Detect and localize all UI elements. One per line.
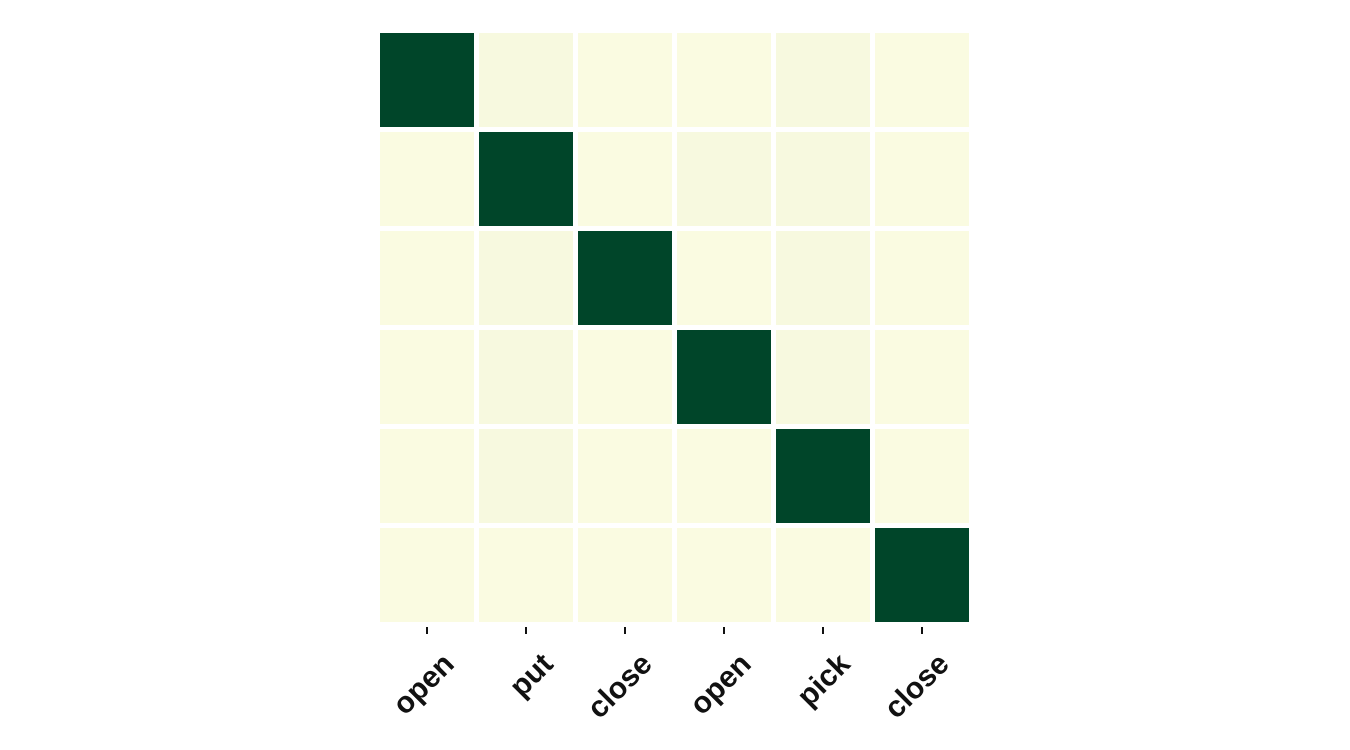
x-tick-label-1: put: [503, 647, 559, 703]
heatmap-cell-r5-c0: [380, 528, 474, 622]
heatmap-cell-r3-c4: [776, 330, 870, 424]
heatmap-cell-r1-c2: [578, 132, 672, 226]
heatmap-cell-r1-c4: [776, 132, 870, 226]
heatmap-cell-r2-c0: [380, 231, 474, 325]
heatmap-cell-r4-c0: [380, 429, 474, 523]
heatmap-cell-r0-c0: [380, 33, 474, 127]
heatmap-cell-r3-c1: [479, 330, 573, 424]
heatmap-cell-r0-c1: [479, 33, 573, 127]
heatmap-cell-r1-c3: [677, 132, 771, 226]
heatmap-cell-r0-c4: [776, 33, 870, 127]
x-tick-label-5: close: [878, 647, 956, 725]
heatmap-cell-r0-c2: [578, 33, 672, 127]
heatmap-cell-r2-c1: [479, 231, 573, 325]
heatmap-cell-r4-c1: [479, 429, 573, 523]
x-tick-label-3: open: [684, 647, 758, 721]
heatmap-cell-r5-c2: [578, 528, 672, 622]
heatmap-cell-r0-c5: [875, 33, 969, 127]
x-tick-label-0: open: [387, 647, 461, 721]
heatmap-cell-r4-c2: [578, 429, 672, 523]
heatmap-cell-r3-c0: [380, 330, 474, 424]
heatmap-cell-r5-c5: [875, 528, 969, 622]
heatmap-cell-r0-c3: [677, 33, 771, 127]
heatmap-cell-r1-c0: [380, 132, 474, 226]
heatmap-cell-r5-c4: [776, 528, 870, 622]
x-tick-label-4: pick: [791, 647, 857, 713]
heatmap-cell-r2-c2: [578, 231, 672, 325]
heatmap-cell-r2-c3: [677, 231, 771, 325]
heatmap-cell-r4-c3: [677, 429, 771, 523]
x-tick-label-2: close: [581, 647, 659, 725]
heatmap-cell-r2-c4: [776, 231, 870, 325]
heatmap-cell-r3-c2: [578, 330, 672, 424]
heatmap-cell-r3-c3: [677, 330, 771, 424]
heatmap-cell-r5-c1: [479, 528, 573, 622]
heatmap-cell-r4-c5: [875, 429, 969, 523]
heatmap-cell-r1-c1: [479, 132, 573, 226]
heatmap-cells: [380, 33, 969, 622]
heatmap-cell-r2-c5: [875, 231, 969, 325]
heatmap-cell-r4-c4: [776, 429, 870, 523]
x-axis: open put close open pick close: [387, 627, 956, 725]
heatmap-cell-r5-c3: [677, 528, 771, 622]
heatmap-cell-r3-c5: [875, 330, 969, 424]
heatmap-cell-r1-c5: [875, 132, 969, 226]
